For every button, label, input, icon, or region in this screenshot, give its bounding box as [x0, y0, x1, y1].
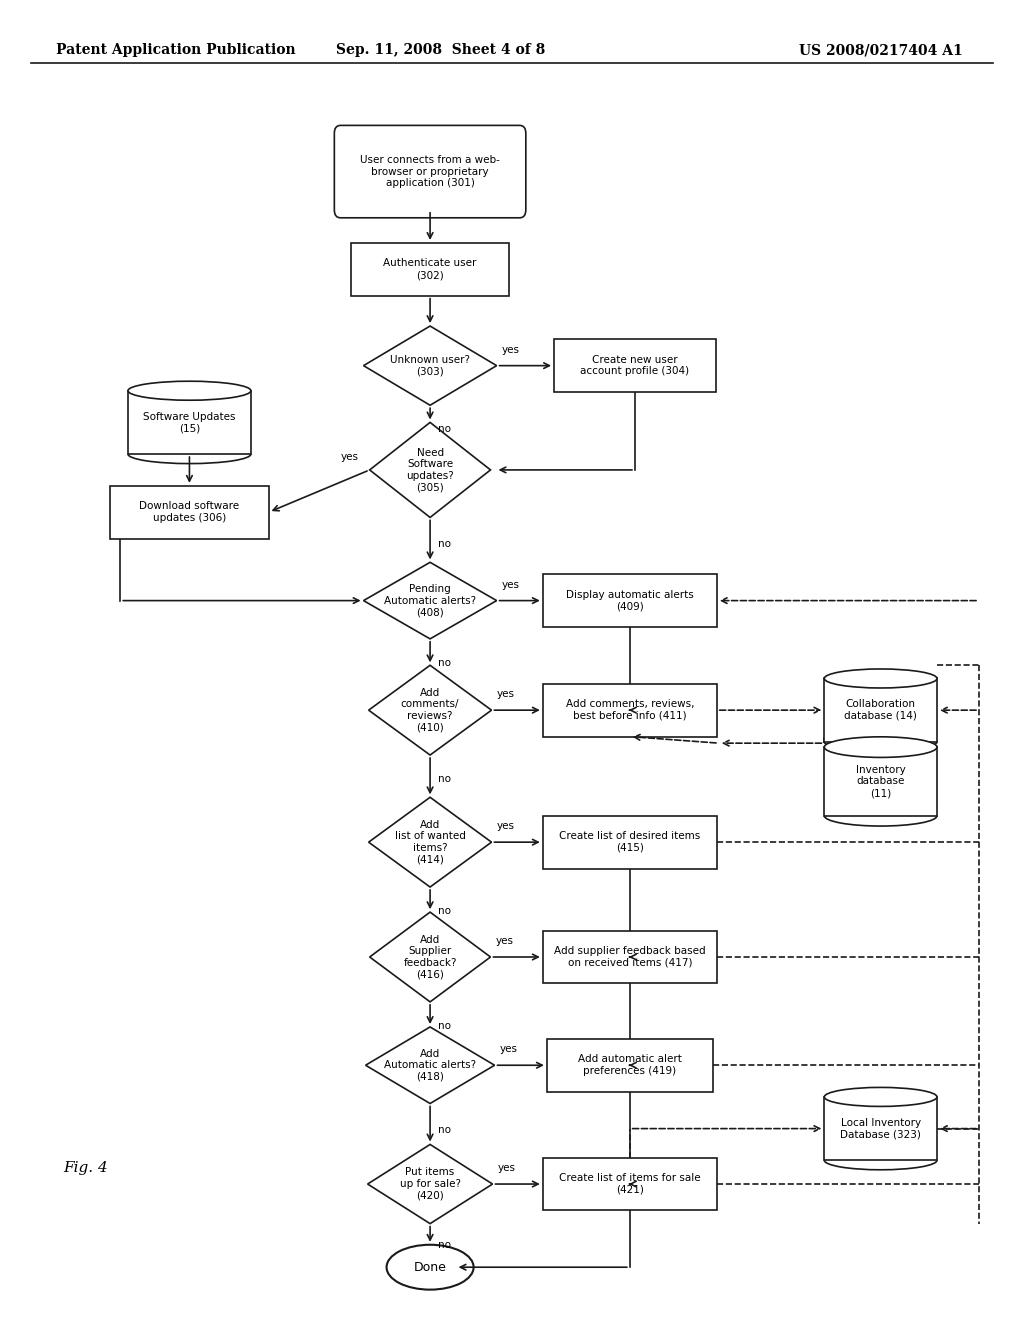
FancyBboxPatch shape: [334, 125, 526, 218]
Ellipse shape: [386, 1245, 473, 1290]
Text: yes: yes: [502, 345, 520, 355]
Ellipse shape: [824, 669, 937, 688]
Bar: [547, 1039, 713, 1092]
Polygon shape: [369, 665, 492, 755]
Text: User connects from a web-
browser or proprietary
application (301): User connects from a web- browser or pro…: [360, 154, 500, 189]
Bar: [111, 486, 268, 539]
Text: Put items
up for sale?
(420): Put items up for sale? (420): [399, 1167, 461, 1201]
Polygon shape: [366, 1027, 495, 1104]
Text: no: no: [438, 657, 452, 668]
Bar: [350, 243, 509, 296]
Text: Local Inventory
Database (323): Local Inventory Database (323): [841, 1118, 921, 1139]
Text: yes: yes: [497, 821, 515, 832]
Polygon shape: [364, 326, 497, 405]
Text: Unknown user?
(303): Unknown user? (303): [390, 355, 470, 376]
Text: no: no: [438, 1125, 452, 1135]
Text: no: no: [438, 424, 452, 434]
Text: yes: yes: [341, 451, 359, 462]
Polygon shape: [364, 562, 497, 639]
Polygon shape: [370, 422, 490, 517]
Text: Download software
updates (306): Download software updates (306): [139, 502, 240, 523]
Text: Patent Application Publication: Patent Application Publication: [56, 44, 296, 57]
Text: Fig. 4: Fig. 4: [63, 1162, 109, 1175]
Text: Sep. 11, 2008  Sheet 4 of 8: Sep. 11, 2008 Sheet 4 of 8: [336, 44, 545, 57]
Bar: [824, 1097, 937, 1160]
Text: no: no: [438, 1020, 452, 1031]
Text: Inventory
database
(11): Inventory database (11): [856, 764, 905, 799]
Bar: [824, 747, 937, 816]
Text: Add
comments/
reviews?
(410): Add comments/ reviews? (410): [400, 688, 460, 733]
Polygon shape: [370, 912, 490, 1002]
Text: US 2008/0217404 A1: US 2008/0217404 A1: [799, 44, 963, 57]
Text: Need
Software
updates?
(305): Need Software updates? (305): [407, 447, 454, 492]
Bar: [128, 391, 251, 454]
Text: Add
Automatic alerts?
(418): Add Automatic alerts? (418): [384, 1048, 476, 1082]
Bar: [543, 574, 717, 627]
Text: Add
list of wanted
items?
(414): Add list of wanted items? (414): [394, 820, 466, 865]
Text: yes: yes: [497, 689, 515, 700]
Text: Add automatic alert
preferences (419): Add automatic alert preferences (419): [578, 1055, 682, 1076]
Ellipse shape: [824, 1088, 937, 1106]
Text: Add supplier feedback based
on received items (417): Add supplier feedback based on received …: [554, 946, 706, 968]
Text: Authenticate user
(302): Authenticate user (302): [383, 259, 477, 280]
Text: Pending
Automatic alerts?
(408): Pending Automatic alerts? (408): [384, 583, 476, 618]
Text: Add comments, reviews,
best before info (411): Add comments, reviews, best before info …: [565, 700, 694, 721]
Bar: [554, 339, 716, 392]
Text: Display automatic alerts
(409): Display automatic alerts (409): [566, 590, 693, 611]
Text: no: no: [438, 539, 452, 549]
Text: yes: yes: [500, 1044, 518, 1055]
Bar: [824, 678, 937, 742]
Text: no: no: [438, 906, 452, 916]
Text: no: no: [438, 774, 452, 784]
Bar: [543, 1158, 717, 1210]
Text: no: no: [438, 1239, 452, 1250]
Bar: [543, 684, 717, 737]
Text: Create list of desired items
(415): Create list of desired items (415): [559, 832, 700, 853]
Bar: [543, 931, 717, 983]
Text: Create list of items for sale
(421): Create list of items for sale (421): [559, 1173, 700, 1195]
Ellipse shape: [128, 381, 251, 400]
Polygon shape: [368, 1144, 493, 1224]
Text: yes: yes: [498, 1163, 516, 1173]
Text: yes: yes: [496, 936, 514, 946]
Text: Add
Supplier
feedback?
(416): Add Supplier feedback? (416): [403, 935, 457, 979]
Bar: [543, 816, 717, 869]
Text: Software Updates
(15): Software Updates (15): [143, 412, 236, 433]
Text: Done: Done: [414, 1261, 446, 1274]
Polygon shape: [369, 797, 492, 887]
Text: Create new user
account profile (304): Create new user account profile (304): [581, 355, 689, 376]
Ellipse shape: [824, 737, 937, 758]
Text: yes: yes: [502, 579, 520, 590]
Text: Collaboration
database (14): Collaboration database (14): [844, 700, 918, 721]
